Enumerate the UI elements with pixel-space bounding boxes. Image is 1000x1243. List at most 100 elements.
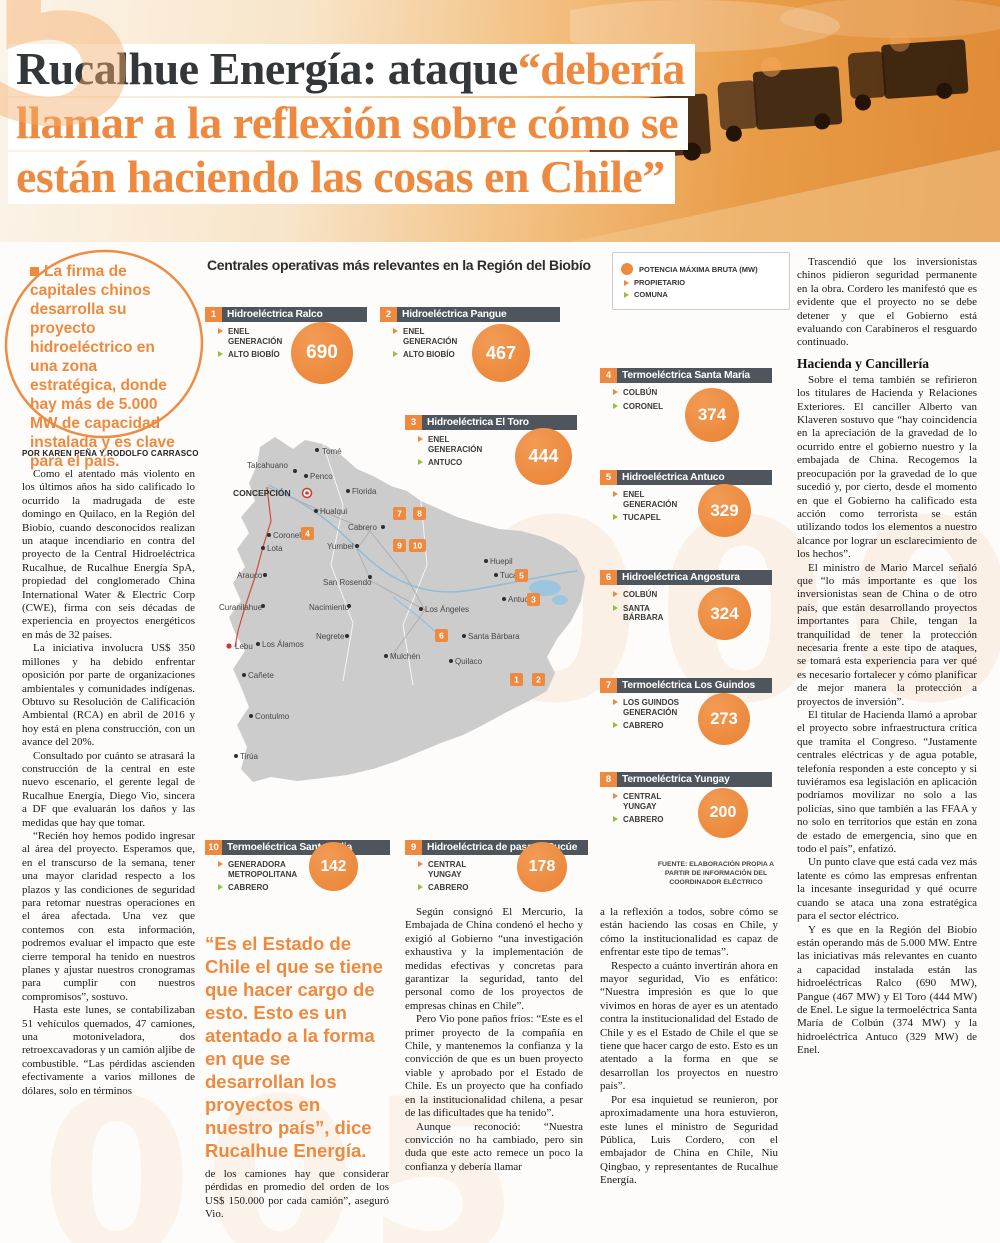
mw-badge: 690 [291, 322, 353, 384]
svg-text:Tirúa: Tirúa [240, 752, 258, 761]
mw-badge: 329 [698, 484, 751, 537]
svg-text:Florida: Florida [352, 487, 377, 496]
plant-number: 2 [380, 307, 397, 322]
comuna-row: TUCAPEL [610, 513, 692, 523]
owner-arrow-icon [613, 491, 618, 497]
svg-text:10: 10 [413, 541, 423, 551]
owner-row: GENERADORA METROPOLITANA [215, 860, 311, 879]
body-paragraph: El ministro de Mario Marcel señaló que “… [797, 561, 977, 708]
bullet-icon [30, 267, 39, 276]
mw-badge: 200 [698, 788, 748, 838]
map-city: Negrete [316, 632, 349, 641]
legend-label: COMUNA [634, 290, 668, 299]
plant-card: 2 Hidroeléctrica Pangue ENEL GENERACIÓN A… [380, 307, 560, 382]
plant-card: 9 Hidroeléctrica de pasada Rucúe CENTRAL … [405, 840, 588, 897]
plant-title: Termoeléctrica Santa Lidia [227, 842, 353, 853]
owner-arrow-icon [624, 280, 629, 286]
plant-card: 8 Termoeléctrica Yungay CENTRAL YUNGAY CA… [600, 772, 772, 838]
comuna-arrow-icon [613, 514, 618, 520]
map-city: Yumbel [327, 542, 359, 551]
headline-quote-part-1: “debería [517, 43, 686, 94]
map-marker: 10 [409, 539, 426, 552]
body-paragraph: Por esa inquietud se reunieron, por apro… [600, 1093, 778, 1187]
plant-title: Hidroeléctrica de pasada Rucúe [427, 842, 578, 853]
owner-row: ENEL GENERACIÓN [390, 327, 472, 346]
svg-text:Lebu: Lebu [235, 642, 253, 651]
map-marker: 4 [301, 527, 314, 540]
owner-arrow-icon [613, 793, 618, 799]
svg-text:Negrete: Negrete [316, 632, 345, 641]
comuna-arrow-icon [218, 884, 223, 890]
lake [529, 580, 561, 596]
river-line [268, 484, 578, 593]
owner-arrow-icon [613, 389, 618, 395]
svg-text:5: 5 [519, 571, 524, 581]
svg-text:Cañete: Cañete [248, 671, 274, 680]
plant-title: Termoeléctrica Los Guindos [622, 680, 756, 691]
headline-quote-part-2: llamar a la reflexión sobre cómo se [8, 98, 689, 150]
map-city: Tucapel [494, 571, 528, 580]
map-marker: 3 [527, 593, 540, 606]
owner-arrow-icon [218, 328, 223, 334]
svg-text:Talcahuano: Talcahuano [247, 461, 288, 470]
plant-card: 6 Hidroeléctrica Angostura COLBÚN SANTA B… [600, 570, 772, 640]
plant-number: 6 [600, 570, 617, 585]
legend-label: PROPIETARIO [634, 278, 686, 287]
body-paragraph: Un punto clave que está cada vez más lat… [797, 856, 977, 923]
map-city: Lebu [226, 642, 253, 651]
map-city: Lota [261, 544, 283, 553]
body-paragraph: Pero Vio pone paños fríos: “Este es el p… [405, 1013, 583, 1120]
article-column-5: Trascendió que los inversionistas chinos… [797, 256, 977, 1236]
plant-number: 3 [405, 415, 422, 430]
source-note: FUENTE: ELABORACIÓN PROPIA A PARTIR DE I… [657, 861, 775, 887]
owner-row: ENEL GENERACIÓN [215, 327, 297, 346]
article-column-1: Como el atentado más violento en los últ… [22, 468, 195, 1236]
plant-title: Termoeléctrica Santa María [622, 370, 750, 381]
comuna-row: ANTUCO [415, 458, 497, 468]
svg-text:1: 1 [514, 675, 519, 685]
map-city: Penco [304, 472, 333, 481]
lede-circle-annotation [4, 249, 204, 439]
infographic-title: Centrales operativas más relevantes en l… [207, 257, 591, 273]
svg-text:San Rosendo: San Rosendo [323, 578, 372, 587]
svg-text:Coronel: Coronel [273, 531, 301, 540]
svg-text:Yumbel: Yumbel [327, 542, 354, 551]
plant-number: 5 [600, 470, 617, 485]
plant-card: 7 Termoeléctrica Los Guindos LOS GUINDOS … [600, 678, 772, 745]
svg-text:Arauco: Arauco [237, 571, 263, 580]
svg-text:Los Álamos: Los Álamos [262, 640, 304, 649]
svg-text:9: 9 [397, 541, 402, 551]
map-city: Curanilahue [219, 603, 265, 612]
comuna-arrow-icon [218, 351, 223, 357]
comuna-arrow-icon [613, 816, 618, 822]
byline: POR KAREN PEÑA Y RODOLFO CARRASCO [22, 449, 199, 458]
comuna-row: CABRERO [610, 815, 692, 825]
body-paragraph: Aunque reconoció: “Nuestra convicción no… [405, 1120, 583, 1173]
legend-label: POTENCIA MÁXIMA BRUTA (MW) [639, 264, 758, 274]
svg-text:Contulmo: Contulmo [255, 712, 290, 721]
comuna-row: CORONEL [610, 402, 692, 412]
mw-badge: 324 [698, 587, 751, 640]
map-marker: 2 [532, 673, 545, 686]
svg-text:Mulchén: Mulchén [390, 652, 420, 661]
plant-title: Hidroeléctrica Ralco [227, 309, 323, 320]
map-city: Contulmo [249, 712, 290, 721]
article-column-4: a la reflexión a todos, sobre cómo se es… [600, 906, 778, 1236]
lede-text: La firma de capitales chinos desarrolla … [30, 263, 175, 470]
comuna-arrow-icon [418, 459, 423, 465]
plant-title: Hidroeléctrica Pangue [402, 309, 507, 320]
plant-title: Hidroeléctrica Angostura [622, 572, 740, 583]
comuna-row: CABRERO [415, 883, 497, 893]
map-city: Los Ángeles [419, 605, 469, 614]
comuna-arrow-icon [613, 402, 618, 409]
owner-row: ENEL GENERACIÓN [610, 490, 692, 509]
svg-text:6: 6 [439, 631, 444, 641]
map-city: Santa Bárbara [462, 632, 520, 641]
body-paragraph: Y es que en la Región del Biobío están o… [797, 923, 977, 1057]
map-city: Tomé [315, 447, 342, 456]
map-city: Nacimiento [309, 603, 351, 612]
map-city: Cabrero [348, 523, 385, 532]
comuna-row: CABRERO [215, 883, 311, 893]
plant-number: 7 [600, 678, 617, 693]
